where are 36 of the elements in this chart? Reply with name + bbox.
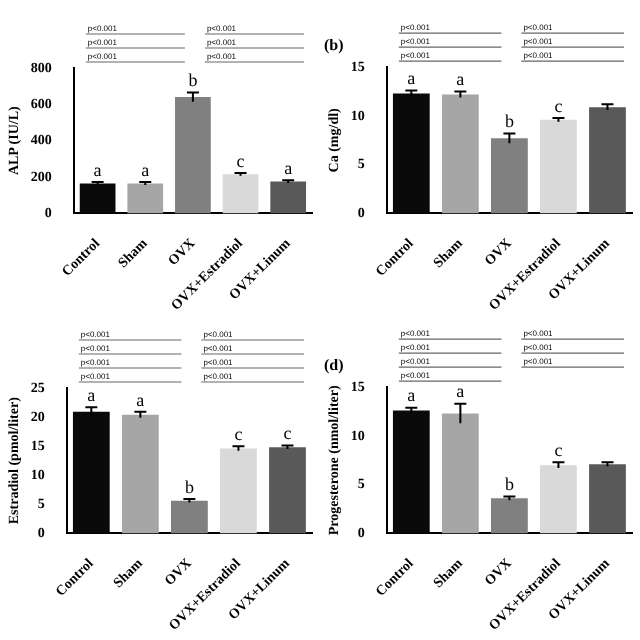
annotation: a <box>284 157 293 178</box>
chart-title: (b) <box>324 35 345 54</box>
chart-title: (d) <box>324 355 345 374</box>
annotation: a <box>93 159 102 180</box>
bar <box>175 97 211 214</box>
bar <box>222 174 259 214</box>
bar <box>540 119 577 214</box>
annotation: a <box>407 68 416 89</box>
bar <box>589 107 626 214</box>
annotation: a <box>87 384 96 405</box>
annotation: c <box>283 423 292 444</box>
annotation: a <box>456 381 465 402</box>
annotation: b <box>504 111 515 132</box>
annotation: b <box>184 476 195 497</box>
annotation: a <box>141 159 150 180</box>
bar <box>540 465 577 534</box>
annotation: c <box>554 439 563 460</box>
bar <box>220 448 257 534</box>
annotation: c <box>234 423 243 444</box>
bar <box>491 138 528 214</box>
bar <box>171 500 208 534</box>
annotation: b <box>504 474 515 495</box>
annotation: a <box>407 385 416 406</box>
bar <box>441 413 479 534</box>
bar <box>589 464 626 534</box>
annotation: b <box>188 70 199 91</box>
annotation: c <box>236 150 245 171</box>
bar <box>121 414 159 534</box>
annotation: a <box>136 389 145 410</box>
annotation: a <box>456 69 465 90</box>
bar <box>441 94 479 214</box>
annotation: c <box>554 95 563 116</box>
bar <box>127 183 164 214</box>
bar <box>269 447 306 534</box>
bar <box>270 181 307 214</box>
bar <box>491 498 528 534</box>
